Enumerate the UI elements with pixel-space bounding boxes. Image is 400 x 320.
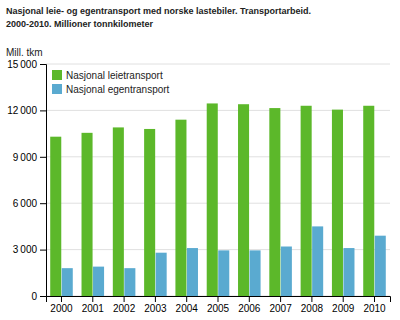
x-tick: 2007: [269, 296, 292, 314]
bar: [218, 250, 229, 296]
y-tick-mark: [40, 296, 46, 297]
bar: [301, 106, 312, 296]
x-tick-label: 2002: [113, 303, 136, 314]
x-tick: 2002: [113, 296, 136, 314]
bar: [175, 120, 186, 296]
x-tick-label: 2010: [363, 303, 386, 314]
x-tick: 2003: [144, 296, 167, 314]
x-axis: 2000 2001 2002 2003 2004 2005 2006 2007 2008 2009…: [47, 296, 391, 314]
x-tick-label: 2007: [269, 303, 292, 314]
legend-swatch: [52, 70, 62, 80]
legend-label: Nasjonal leietransport: [66, 70, 163, 81]
legend: Nasjonal leietransport Nasjonal egentrans…: [52, 70, 170, 95]
plot: 0 3 000 6 000 9 000 12 000 15 000 2000 2001 2002…: [7, 59, 390, 314]
bar: [113, 127, 124, 296]
bar: [187, 248, 198, 296]
bar: [343, 248, 354, 296]
bar: [144, 129, 155, 296]
y-axis-label: Mill. tkm: [6, 47, 43, 58]
y-tick-mark: [40, 203, 46, 204]
bar: [82, 133, 93, 296]
grid: [46, 64, 390, 296]
x-tick: 2001: [82, 296, 105, 314]
y-tick: 6 000: [13, 198, 46, 209]
y-tick-label: 15 000: [7, 59, 37, 70]
x-tick-mark: [343, 296, 344, 302]
legend-item: Nasjonal leietransport: [52, 70, 163, 81]
bar: [312, 226, 323, 296]
bar: [207, 103, 218, 296]
x-tick-label: 2000: [50, 303, 73, 314]
y-tick: 9 000: [13, 152, 46, 163]
bar: [281, 247, 292, 296]
x-tick: 2004: [176, 296, 199, 314]
x-tick: 2000: [50, 296, 73, 314]
title: Nasjonal leie- og egentransport med nors…: [6, 6, 311, 16]
x-tick-mark: [61, 296, 62, 302]
x-tick-mark: [280, 296, 281, 302]
x-tick: 2010: [363, 296, 386, 314]
grid-line: [46, 64, 390, 65]
x-tick-mark: [92, 296, 93, 302]
x-tick: 2009: [332, 296, 355, 314]
y-tick: 0: [31, 291, 46, 302]
x-tick-label: 2006: [238, 303, 261, 314]
legend-item: Nasjonal egentransport: [52, 84, 170, 95]
bar-series: [62, 226, 386, 296]
bar: [238, 104, 249, 296]
bar: [375, 236, 386, 296]
y-axis-line: [40, 65, 47, 297]
chart: Nasjonal leie- og egentransport med nors…: [0, 0, 400, 320]
bar: [124, 268, 135, 296]
y-tick-mark: [40, 110, 46, 111]
x-tick-mark: [124, 296, 125, 302]
legend-swatch: [52, 84, 62, 94]
x-axis-line: [47, 297, 391, 303]
x-tick: 2006: [238, 296, 261, 314]
y-tick-mark: [40, 64, 46, 65]
x-tick-mark: [374, 296, 375, 302]
bar: [332, 110, 343, 296]
x-tick-mark: [186, 296, 187, 302]
x-tick-label: 2004: [176, 303, 199, 314]
y-axis: 0 3 000 6 000 9 000 12 000 15 000: [7, 59, 46, 302]
bar: [50, 137, 61, 296]
x-tick-label: 2009: [332, 303, 355, 314]
bar: [363, 106, 374, 296]
y-tick-label: 9 000: [13, 152, 38, 163]
x-tick-mark: [218, 296, 219, 302]
subtitle: 2000-2010. Millioner tonnkilometer: [6, 19, 154, 29]
y-tick-mark: [40, 157, 46, 158]
y-tick: 12 000: [7, 105, 46, 116]
bar: [250, 250, 261, 296]
x-tick-mark: [249, 296, 250, 302]
x-tick: 2005: [207, 296, 230, 314]
bar: [269, 108, 280, 296]
x-tick-mark: [155, 296, 156, 302]
x-tick-label: 2003: [144, 303, 167, 314]
x-tick: 2008: [301, 296, 324, 314]
y-tick-mark: [40, 250, 46, 251]
bar-series: [50, 103, 374, 296]
bar: [62, 268, 73, 296]
y-tick: 3 000: [13, 244, 46, 255]
bar: [156, 253, 167, 296]
legend-label: Nasjonal egentransport: [66, 84, 170, 95]
x-tick-mark: [311, 296, 312, 302]
y-tick-label: 12 000: [7, 105, 37, 116]
y-tick: 15 000: [7, 59, 46, 70]
x-tick-label: 2008: [301, 303, 324, 314]
bars: [50, 103, 386, 296]
y-tick-label: 6 000: [13, 198, 38, 209]
y-tick-label: 3 000: [13, 244, 38, 255]
x-tick-label: 2005: [207, 303, 230, 314]
x-tick-label: 2001: [82, 303, 105, 314]
bar: [93, 267, 104, 296]
y-tick-label: 0: [31, 291, 37, 302]
